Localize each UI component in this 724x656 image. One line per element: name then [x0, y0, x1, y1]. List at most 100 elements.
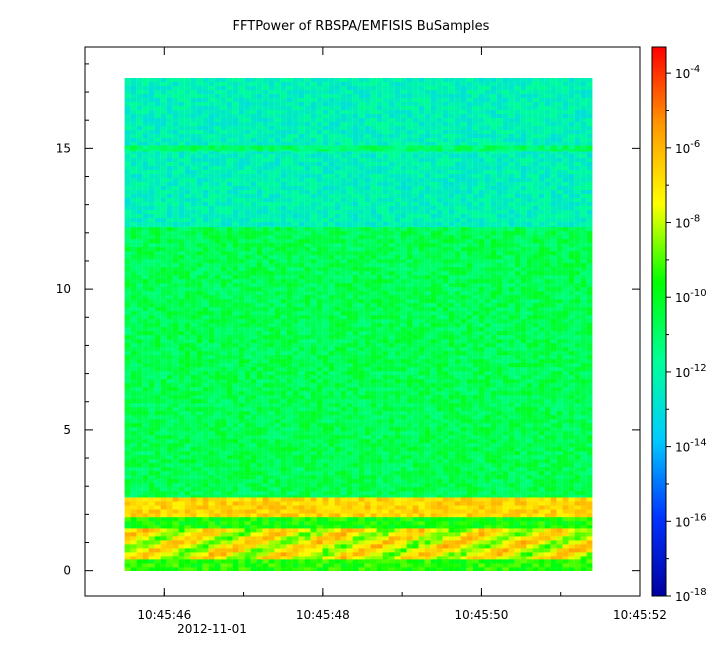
heatmap-cell — [514, 227, 521, 232]
heatmap-cell — [274, 231, 281, 236]
heatmap-cell — [358, 295, 365, 300]
heatmap-cell — [400, 227, 407, 232]
heatmap-cell — [202, 226, 209, 228]
heatmap-cell — [472, 149, 479, 152]
heatmap-cell — [148, 231, 155, 236]
heatmap-cell — [496, 251, 503, 256]
heatmap-cell — [490, 122, 497, 127]
heatmap-cell — [514, 198, 521, 203]
heatmap-cell — [178, 307, 185, 312]
heatmap-cell — [544, 194, 551, 199]
heatmap-cell — [184, 231, 191, 236]
heatmap-cell — [574, 178, 581, 183]
heatmap-cell — [178, 158, 185, 163]
heatmap-cell — [334, 134, 341, 139]
heatmap-cell — [472, 218, 479, 223]
heatmap-cell — [280, 162, 287, 167]
heatmap-cell — [202, 299, 209, 304]
heatmap-cell — [550, 279, 557, 284]
heatmap-cell — [334, 251, 341, 256]
heatmap-cell — [130, 134, 137, 139]
heatmap-cell — [250, 182, 257, 187]
heatmap-cell — [286, 126, 293, 131]
heatmap-cell — [328, 235, 335, 240]
heatmap-cell — [436, 158, 443, 163]
heatmap-cell — [382, 299, 389, 304]
heatmap-cell — [508, 319, 515, 324]
heatmap-cell — [166, 118, 173, 123]
heatmap-cell — [460, 110, 467, 115]
heatmap-cell — [538, 186, 545, 191]
heatmap-cell — [454, 182, 461, 187]
heatmap-cell — [364, 283, 371, 288]
heatmap-cell — [202, 86, 209, 91]
heatmap-cell — [352, 198, 359, 203]
heatmap-cell — [322, 106, 329, 111]
heatmap-cell — [298, 102, 305, 107]
heatmap-cell — [316, 303, 323, 308]
heatmap-cell — [292, 78, 299, 83]
heatmap-cell — [460, 319, 467, 324]
heatmap-cell — [334, 142, 341, 147]
heatmap-cell — [514, 162, 521, 167]
heatmap-cell — [538, 174, 545, 179]
heatmap-cell — [334, 279, 341, 284]
heatmap-cell — [358, 158, 365, 163]
heatmap-cell — [376, 271, 383, 276]
heatmap-cell — [328, 138, 335, 143]
heatmap-cell — [484, 198, 491, 203]
heatmap-cell — [586, 102, 593, 107]
heatmap-cell — [136, 145, 143, 150]
heatmap-cell — [430, 235, 437, 240]
heatmap-cell — [466, 166, 473, 171]
heatmap-cell — [550, 263, 557, 268]
heatmap-cell — [544, 118, 551, 123]
heatmap-cell — [364, 110, 371, 115]
heatmap-cell — [154, 102, 161, 107]
heatmap-cell — [514, 170, 521, 175]
heatmap-cell — [388, 186, 395, 191]
heatmap-cell — [388, 134, 395, 139]
heatmap-cell — [418, 166, 425, 171]
heatmap-cell — [466, 251, 473, 256]
heatmap-cell — [304, 174, 311, 179]
heatmap-cell — [346, 110, 353, 115]
heatmap-cell — [466, 118, 473, 123]
heatmap-cell — [346, 186, 353, 191]
heatmap-cell — [424, 166, 431, 171]
heatmap-cell — [328, 186, 335, 191]
heatmap-cell — [268, 114, 275, 119]
heatmap-cell — [136, 134, 143, 139]
heatmap-cell — [526, 210, 533, 215]
heatmap-cell — [418, 162, 425, 167]
heatmap-cell — [154, 174, 161, 179]
heatmap-cell — [292, 267, 299, 272]
heatmap-cell — [232, 150, 239, 155]
heatmap-cell — [544, 251, 551, 256]
heatmap-cell — [544, 271, 551, 276]
heatmap-cell — [388, 170, 395, 175]
heatmap-cell — [130, 182, 137, 187]
heatmap-cell — [436, 299, 443, 304]
heatmap-cell — [268, 231, 275, 236]
heatmap-cell — [562, 271, 569, 276]
heatmap-cell — [562, 267, 569, 272]
heatmap-cell — [430, 299, 437, 304]
heatmap-cell — [376, 247, 383, 252]
heatmap-cell — [574, 158, 581, 163]
heatmap-cell — [202, 118, 209, 123]
heatmap-cell — [238, 218, 245, 223]
heatmap-cell — [178, 198, 185, 203]
heatmap-cell — [130, 307, 137, 312]
heatmap-cell — [262, 218, 269, 223]
heatmap-cell — [328, 226, 335, 228]
heatmap-cell — [514, 182, 521, 187]
heatmap-cell — [484, 287, 491, 292]
heatmap-cell — [262, 150, 269, 155]
heatmap-cell — [556, 122, 563, 127]
heatmap-cell — [556, 170, 563, 175]
heatmap-cell — [430, 222, 437, 227]
heatmap-cell — [352, 94, 359, 99]
heatmap-cell — [148, 247, 155, 252]
heatmap-cell — [124, 98, 131, 103]
